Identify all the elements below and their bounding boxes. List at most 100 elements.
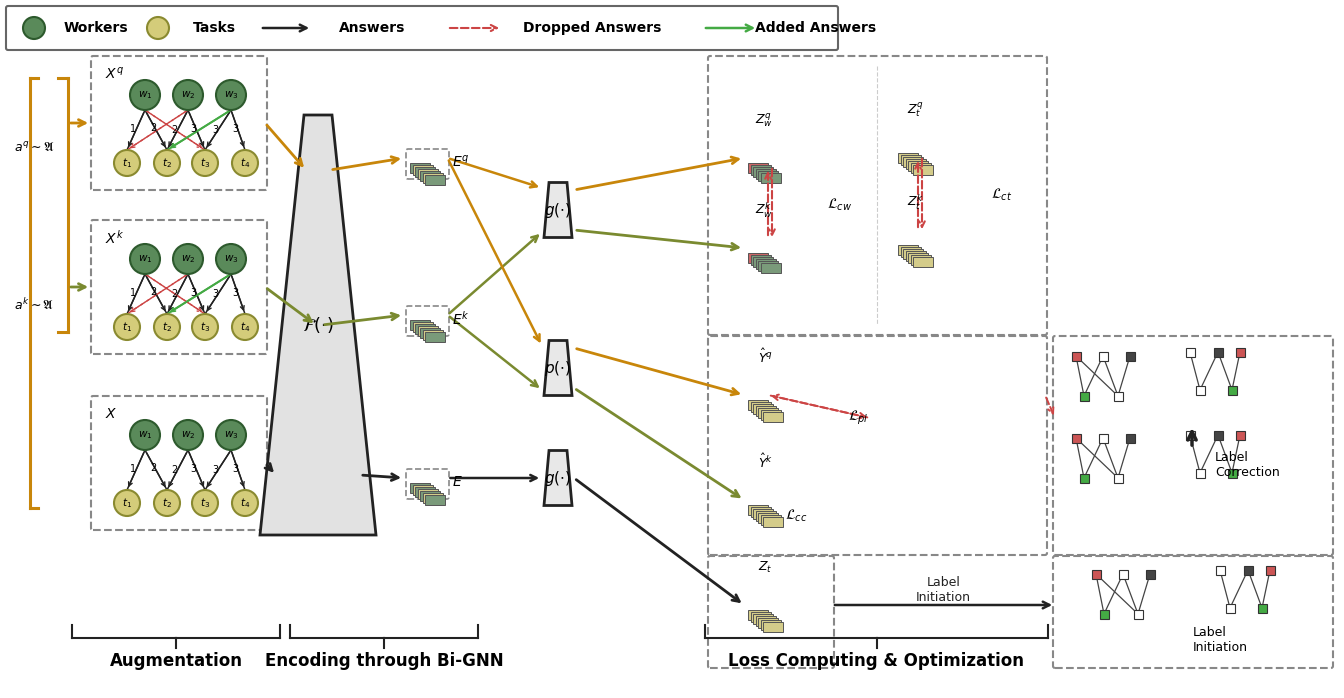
Bar xyxy=(413,485,433,495)
Bar xyxy=(1125,352,1134,360)
Text: 3: 3 xyxy=(191,463,196,473)
Bar xyxy=(1196,468,1204,477)
Bar xyxy=(1185,348,1195,357)
Text: $\mathcal{F}(\cdot)$: $\mathcal{F}(\cdot)$ xyxy=(302,315,333,335)
Text: $w_2$: $w_2$ xyxy=(181,429,195,441)
Bar xyxy=(422,493,442,503)
FancyBboxPatch shape xyxy=(406,469,449,499)
Bar xyxy=(1125,433,1134,443)
Bar xyxy=(419,491,439,501)
Text: $t_4$: $t_4$ xyxy=(239,156,250,170)
Text: Label
Correction: Label Correction xyxy=(1215,451,1279,479)
Circle shape xyxy=(192,490,218,516)
Bar xyxy=(422,173,442,183)
Bar xyxy=(410,163,430,173)
Bar xyxy=(1185,431,1195,440)
Text: 3: 3 xyxy=(191,124,196,133)
FancyBboxPatch shape xyxy=(708,56,1047,335)
Text: $t_2$: $t_2$ xyxy=(163,496,172,510)
Bar xyxy=(906,251,926,261)
Text: $Z^k_t$: $Z^k_t$ xyxy=(907,193,925,211)
Text: Tasks: Tasks xyxy=(192,21,235,35)
FancyBboxPatch shape xyxy=(1052,336,1333,555)
Bar xyxy=(1145,570,1154,579)
Text: 1: 1 xyxy=(130,464,136,475)
FancyBboxPatch shape xyxy=(5,6,839,50)
Bar xyxy=(1258,604,1266,613)
Bar xyxy=(425,175,445,185)
Bar xyxy=(749,253,767,263)
Circle shape xyxy=(233,314,258,340)
Bar xyxy=(1113,473,1122,482)
Bar xyxy=(1079,392,1089,401)
Text: Added Answers: Added Answers xyxy=(755,21,876,35)
Circle shape xyxy=(173,244,203,274)
Bar xyxy=(1071,352,1081,360)
Bar xyxy=(903,157,923,167)
Bar xyxy=(763,622,784,632)
Bar xyxy=(1079,473,1089,482)
Text: 1: 1 xyxy=(130,124,136,135)
Text: 2: 2 xyxy=(151,288,156,297)
Bar xyxy=(1235,431,1245,440)
Text: $Z^k_w$: $Z^k_w$ xyxy=(755,200,773,220)
Circle shape xyxy=(146,17,169,39)
Text: Dropped Answers: Dropped Answers xyxy=(523,21,661,35)
Text: 2: 2 xyxy=(172,124,177,135)
Text: $t_4$: $t_4$ xyxy=(239,320,250,334)
Text: 3: 3 xyxy=(212,289,218,299)
Bar xyxy=(763,517,784,527)
Text: 3: 3 xyxy=(233,124,238,133)
Text: $t_3$: $t_3$ xyxy=(200,496,210,510)
Bar xyxy=(1071,433,1081,443)
Bar xyxy=(1243,565,1253,574)
Bar xyxy=(1091,570,1101,579)
Circle shape xyxy=(130,244,160,274)
Circle shape xyxy=(173,80,203,110)
Bar xyxy=(749,610,767,620)
Bar xyxy=(1214,348,1223,357)
Bar xyxy=(1227,468,1236,477)
Bar xyxy=(910,255,930,265)
Bar xyxy=(900,155,921,165)
Bar xyxy=(413,165,433,175)
Bar xyxy=(1215,565,1224,574)
Bar xyxy=(913,165,933,175)
Polygon shape xyxy=(544,450,573,505)
Bar xyxy=(1133,609,1142,618)
Bar xyxy=(761,515,781,525)
FancyBboxPatch shape xyxy=(708,556,835,668)
Bar xyxy=(425,495,445,505)
FancyBboxPatch shape xyxy=(708,336,1047,555)
Circle shape xyxy=(192,150,218,176)
Text: $\hat{Y}^q$: $\hat{Y}^q$ xyxy=(758,348,773,366)
Text: Loss Computing & Optimization: Loss Computing & Optimization xyxy=(728,652,1024,670)
Bar xyxy=(903,249,923,259)
FancyBboxPatch shape xyxy=(406,306,449,336)
Bar xyxy=(755,511,775,521)
Text: $\hat{Y}^k$: $\hat{Y}^k$ xyxy=(758,453,773,471)
Text: $w_3$: $w_3$ xyxy=(223,253,238,265)
Bar xyxy=(1118,570,1128,579)
Text: Label
Initiation: Label Initiation xyxy=(1193,626,1249,654)
Text: $\mathcal{L}_{ct}$: $\mathcal{L}_{ct}$ xyxy=(992,187,1012,203)
Text: 2: 2 xyxy=(172,465,177,475)
FancyBboxPatch shape xyxy=(1052,556,1333,668)
Bar xyxy=(755,259,775,269)
Text: $X$: $X$ xyxy=(105,407,117,421)
Circle shape xyxy=(155,490,180,516)
Bar xyxy=(1099,609,1109,618)
Circle shape xyxy=(155,314,180,340)
Bar xyxy=(761,620,781,630)
Text: $Z_t$: $Z_t$ xyxy=(758,560,773,574)
Text: Label
Initiation: Label Initiation xyxy=(917,576,970,604)
Text: $w_1$: $w_1$ xyxy=(138,89,152,101)
Circle shape xyxy=(130,420,160,450)
Bar xyxy=(763,412,784,422)
Text: 3: 3 xyxy=(212,125,218,135)
Circle shape xyxy=(114,314,140,340)
Bar xyxy=(1214,431,1223,440)
Bar xyxy=(418,169,438,179)
Circle shape xyxy=(130,80,160,110)
Circle shape xyxy=(114,490,140,516)
